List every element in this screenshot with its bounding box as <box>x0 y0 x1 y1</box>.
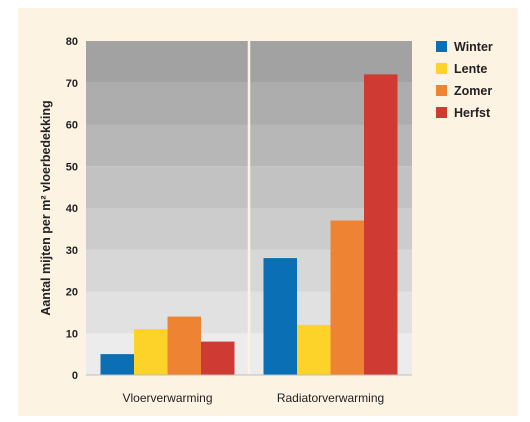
bar-zomer-0 <box>167 316 201 375</box>
bar-zomer-1 <box>330 220 364 375</box>
y-tick-label: 30 <box>66 245 78 257</box>
y-tick-label: 10 <box>66 328 78 340</box>
y-axis-ticks: 0 10 20 30 40 50 60 70 80 <box>66 36 78 382</box>
legend-label-lente: Lente <box>454 62 487 76</box>
legend-swatch-lente <box>436 63 447 74</box>
y-tick-label: 80 <box>66 36 78 48</box>
y-tick-label: 60 <box>66 120 78 132</box>
bar-lente-0 <box>134 329 168 375</box>
legend-label-herfst: Herfst <box>454 106 491 120</box>
y-tick-label: 20 <box>66 287 78 299</box>
legend-swatch-herfst <box>436 107 447 118</box>
legend-swatch-winter <box>436 41 447 52</box>
y-axis-label: Aantal mijten per m² vloerbedekking <box>39 100 53 315</box>
x-axis-categories: Vloerverwarming Radiatorverwarming <box>122 391 384 405</box>
bar-winter-1 <box>263 258 297 375</box>
bar-herfst-0 <box>201 341 235 375</box>
legend: Winter Lente Zomer Herfst <box>436 40 493 120</box>
legend-label-winter: Winter <box>454 40 493 54</box>
bar-herfst-1 <box>364 74 398 376</box>
x-category-label: Radiatorverwarming <box>277 391 384 405</box>
y-tick-label: 70 <box>66 78 78 90</box>
bar-lente-1 <box>297 324 331 375</box>
y-tick-label: 50 <box>66 161 78 173</box>
chart-panel: 0 10 20 30 40 50 60 70 80 Vloerverwarming Radiato… <box>18 8 518 416</box>
bar-chart: 0 10 20 30 40 50 60 70 80 Vloerverwarming Radiato… <box>39 36 493 405</box>
y-tick-label: 40 <box>66 203 78 215</box>
legend-swatch-zomer <box>436 85 447 96</box>
legend-label-zomer: Zomer <box>454 84 492 98</box>
y-tick-label: 0 <box>72 370 78 382</box>
bars <box>100 74 398 376</box>
bar-winter-0 <box>100 354 134 375</box>
x-category-label: Vloerverwarming <box>122 391 212 405</box>
